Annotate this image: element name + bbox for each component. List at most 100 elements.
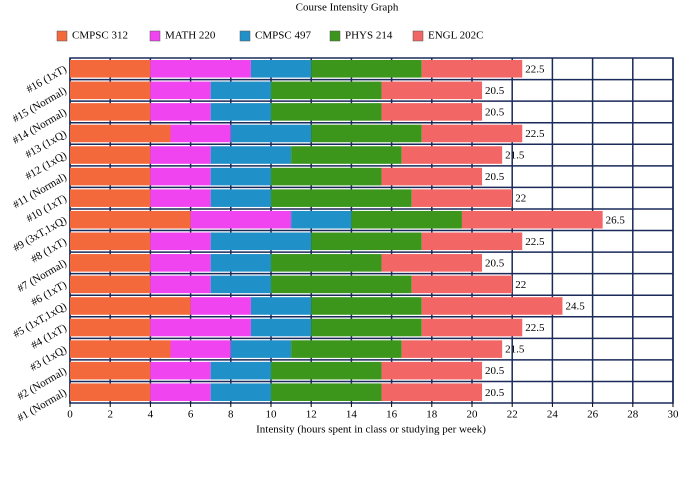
bar-segment: [291, 210, 352, 229]
total-label: 21.5: [505, 150, 525, 162]
bar-segment: [230, 340, 292, 358]
bar-segment: [150, 167, 211, 186]
total-label: 22.5: [525, 322, 545, 334]
bar-segment: [311, 232, 422, 251]
bar-segment: [70, 318, 151, 337]
bar-segment: [381, 103, 483, 121]
bar-segment: [190, 210, 292, 229]
bar-segment: [210, 146, 292, 164]
x-tick-label: 0: [67, 409, 73, 421]
bar-segment: [210, 189, 271, 207]
bar-segment: [421, 232, 523, 251]
bar-segment: [150, 81, 211, 100]
bar-segment: [271, 275, 412, 294]
chart-title: Course Intensity Graph: [296, 2, 399, 14]
bar-segment: [190, 297, 251, 315]
bar-segment: [311, 297, 422, 315]
bar-segment: [150, 254, 211, 272]
total-label: 22.5: [525, 236, 545, 248]
bar-segment: [271, 81, 382, 100]
bar-segment: [150, 318, 251, 337]
bar-segment: [150, 103, 211, 121]
bar-segment: [170, 124, 231, 143]
bar-segment: [311, 60, 422, 78]
bar-segment: [150, 60, 251, 78]
x-tick-label: 2: [107, 409, 113, 421]
bar-segment: [311, 124, 422, 143]
total-label: 26.5: [606, 214, 626, 226]
bar-segment: [421, 297, 563, 315]
bar-segment: [291, 340, 402, 358]
bar-segment: [411, 275, 513, 294]
bar-segment: [461, 210, 603, 229]
bar-segment: [381, 81, 483, 100]
legend-label: CMPSC 497: [255, 30, 311, 42]
bar-segment: [210, 275, 271, 294]
bar-segment: [271, 254, 382, 272]
bar-segment: [351, 210, 462, 229]
bar-segment: [210, 232, 312, 251]
bar-segment: [210, 361, 271, 380]
bar-segment: [70, 340, 171, 358]
x-tick-label: 30: [668, 409, 680, 421]
x-tick-label: 24: [547, 409, 559, 421]
bar-segment: [271, 103, 382, 121]
x-tick-label: 8: [228, 409, 234, 421]
bar-segment: [70, 103, 151, 121]
bar-segment: [70, 146, 151, 164]
bar-segment: [271, 167, 382, 186]
bar-segment: [210, 103, 271, 121]
total-label: 22: [515, 193, 526, 205]
bar-segment: [70, 124, 171, 143]
bar-segment: [70, 254, 151, 272]
x-tick-label: 26: [587, 409, 599, 421]
x-tick-label: 6: [188, 409, 194, 421]
total-label: 20.5: [485, 85, 505, 97]
bar-segment: [250, 60, 312, 78]
bar-segment: [210, 167, 271, 186]
bar-segment: [70, 232, 151, 251]
bar-segment: [401, 340, 503, 358]
bar-segment: [70, 275, 151, 294]
legend-swatch: [412, 30, 424, 42]
x-tick-label: 14: [346, 409, 358, 421]
total-label: 22.5: [525, 63, 545, 75]
total-label: 22.5: [525, 128, 545, 140]
legend-swatch: [329, 30, 341, 42]
x-tick-label: 28: [627, 409, 639, 421]
bar-segment: [150, 383, 211, 401]
bar-segment: [70, 60, 151, 78]
bar-segment: [421, 60, 523, 78]
bar-segment: [271, 383, 382, 401]
bar-segment: [311, 318, 422, 337]
bar-segment: [70, 189, 151, 207]
bar-segment: [70, 297, 191, 315]
total-label: 22: [515, 279, 526, 291]
bar-segment: [381, 167, 483, 186]
bar-segment: [401, 146, 503, 164]
bar-segment: [411, 189, 513, 207]
bar-segment: [250, 318, 312, 337]
x-tick-label: 16: [386, 409, 398, 421]
bar-segment: [70, 81, 151, 100]
bar-segment: [381, 383, 483, 401]
total-label: 20.5: [485, 365, 505, 377]
bar-segment: [210, 81, 271, 100]
bar-segment: [150, 275, 211, 294]
bar-segment: [70, 167, 151, 186]
x-tick-label: 4: [148, 409, 154, 421]
total-label: 20.5: [485, 106, 505, 118]
total-label: 20.5: [485, 387, 505, 399]
legend-label: PHYS 214: [345, 30, 393, 42]
total-label: 24.5: [565, 301, 585, 313]
x-tick-label: 18: [426, 409, 438, 421]
bar-segment: [150, 361, 211, 380]
legend-swatch: [149, 30, 161, 42]
bar-segment: [381, 361, 483, 380]
legend-label: MATH 220: [165, 30, 216, 42]
x-tick-label: 20: [467, 409, 479, 421]
bar-segment: [150, 232, 211, 251]
bar-segment: [230, 124, 312, 143]
x-tick-label: 22: [507, 409, 518, 421]
